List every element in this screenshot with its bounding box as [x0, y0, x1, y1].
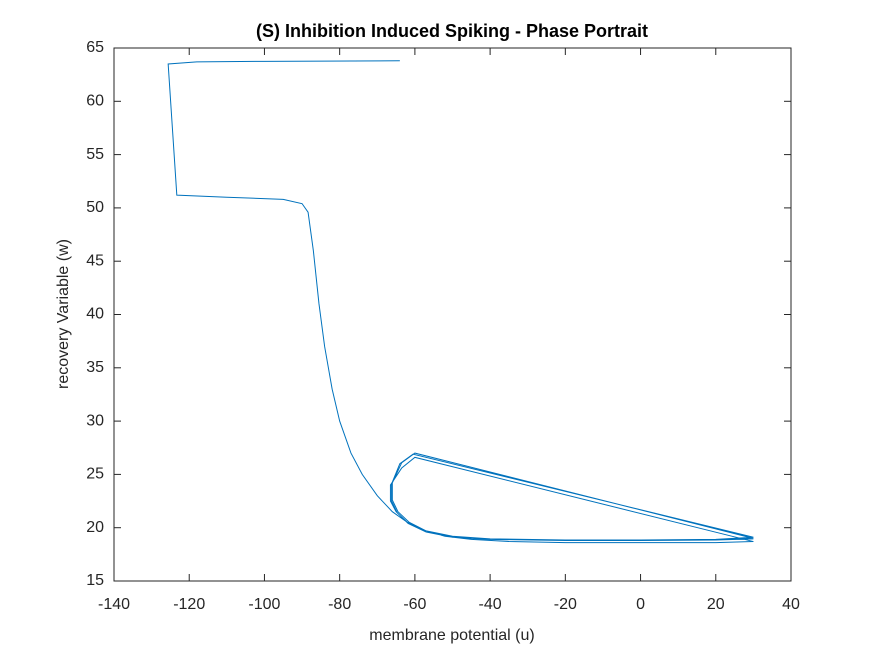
chart-title: (S) Inhibition Induced Spiking - Phase P… [256, 21, 648, 41]
y-tick-label: 25 [86, 466, 104, 483]
x-tick-label: -120 [173, 596, 205, 613]
x-tick-label: -40 [479, 596, 502, 613]
data-line [167, 60, 754, 544]
x-tick-label: -60 [403, 596, 426, 613]
x-tick-label: 0 [636, 596, 645, 613]
y-tick-label: 35 [86, 359, 104, 376]
y-tick-label: 30 [86, 412, 104, 429]
x-tick-label: -80 [328, 596, 351, 613]
y-tick-label: 40 [86, 306, 104, 323]
x-tick-label: -140 [98, 596, 130, 613]
x-tick-label: -100 [248, 596, 280, 613]
y-tick-label: 50 [86, 199, 104, 216]
y-tick-label: 55 [86, 146, 104, 163]
x-tick-label: -20 [554, 596, 577, 613]
y-tick-label: 15 [86, 572, 104, 589]
y-axis-label: recovery Variable (w) [55, 239, 72, 389]
axes-box [113, 47, 792, 582]
x-tick-label: 20 [707, 596, 725, 613]
x-axis-label: membrane potential (u) [369, 627, 534, 644]
x-tick-label: 40 [782, 596, 800, 613]
y-tick-label: 60 [86, 93, 104, 110]
y-tick-label: 65 [86, 39, 104, 56]
y-tick-label: 20 [86, 519, 104, 536]
y-tick-label: 45 [86, 252, 104, 269]
